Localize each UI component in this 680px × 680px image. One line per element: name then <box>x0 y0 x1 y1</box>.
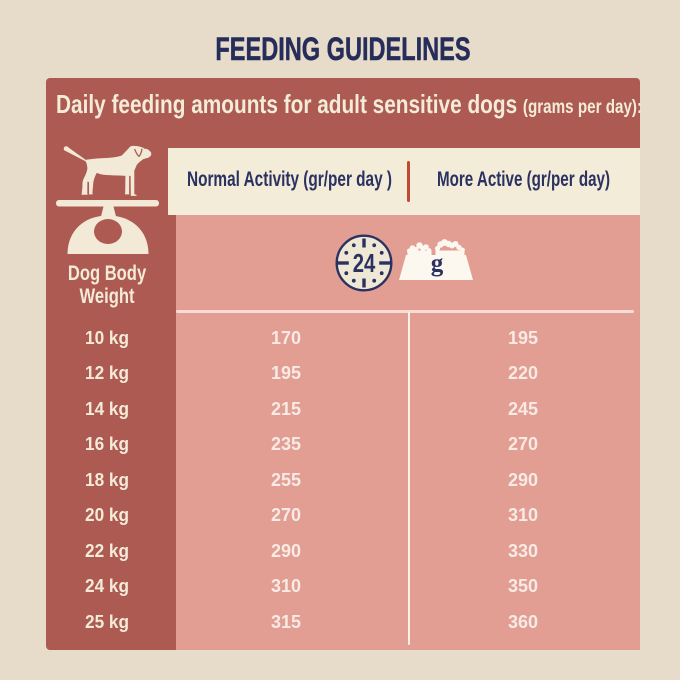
svg-text:24: 24 <box>352 248 375 277</box>
svg-text:g: g <box>431 250 444 277</box>
